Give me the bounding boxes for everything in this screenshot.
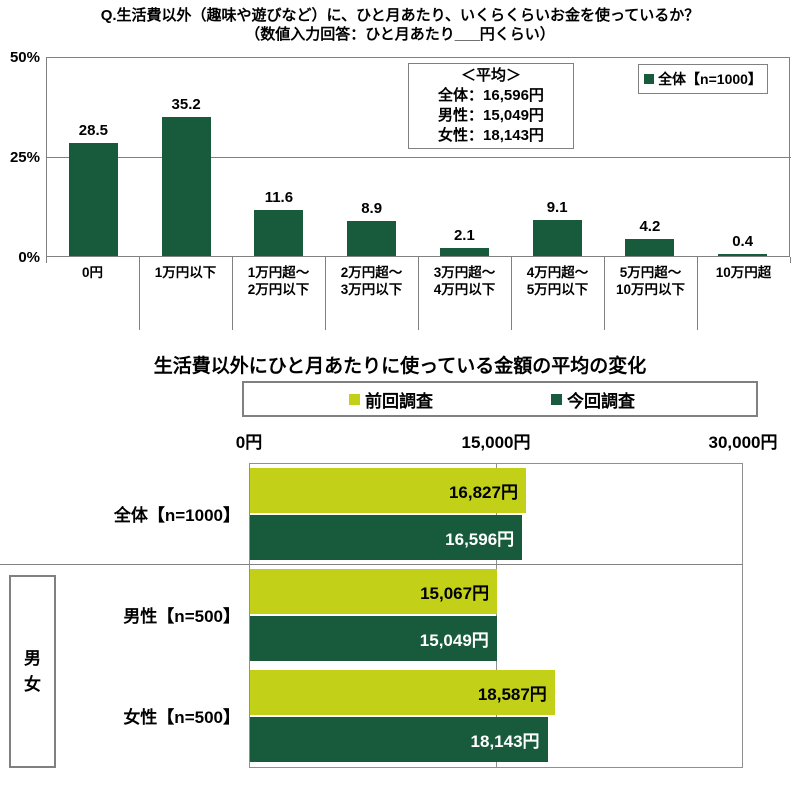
legend-item-previous-survey: 前回調査 <box>349 387 433 412</box>
bar-value-label: 18,587円 <box>477 685 547 704</box>
category-separator <box>604 257 605 330</box>
top-chart-title-line2: （数値入力回答：ひと月あたり___円くらい） <box>245 26 555 43</box>
bottom-chart-row-labels: 全体【n=1000】男性【n=500】 女性【n=500】 <box>0 463 240 768</box>
bar-value-label: 9.1 <box>546 198 568 216</box>
axis-edge-tick <box>46 257 47 263</box>
category-separator <box>325 257 326 330</box>
top-chart-axis-ticks <box>46 257 791 332</box>
x-axis-label-4万円超～5万円以下: 4万円超～ 5万円以下 <box>526 265 589 297</box>
row-label-男性【n=500】: 男性【n=500】 <box>123 607 240 626</box>
average-female: 女性：18,143円 <box>438 127 544 144</box>
bar-4万円超～5万円以下 <box>532 219 582 256</box>
bar-value-label: 15,067円 <box>420 584 490 603</box>
top-chart-title: Q.生活費以外（趣味や遊びなど）に、ひと月あたり、いくらくらいお金を使っているか… <box>0 6 800 44</box>
category-separator <box>232 257 233 330</box>
top-chart-x-axis-labels: 0円 1万円以下 1万円超～ 2万円以下 2万円超～ 3万円以下 3万円超～ 4万円以下 4万円… <box>46 264 790 324</box>
row-label-全体【n=1000】: 全体【n=1000】 <box>113 506 240 525</box>
legend-label-previous: 前回調査 <box>365 391 433 411</box>
bar-前回調査-男性【n=500】: 15,067円 <box>250 569 498 614</box>
bar-value-label: 11.6 <box>264 189 294 207</box>
legend-label-total: 全体【n=1000】 <box>658 71 762 87</box>
gridline-25pct <box>47 157 791 158</box>
bar-2万円超～3万円以下 <box>347 220 397 256</box>
x-axis-label-3万円超～4万円以下: 3万円超～ 4万円以下 <box>433 265 496 297</box>
axis-edge-tick <box>790 257 791 263</box>
average-total: 全体：16,596円 <box>438 87 544 104</box>
gender-group-char: 女 <box>24 674 41 694</box>
group-separator-line <box>0 564 743 565</box>
gender-group-char: 男 <box>24 648 41 668</box>
bar-value-label: 16,827円 <box>448 483 518 502</box>
bottom-chart-legend: 前回調査 今回調査 <box>242 381 758 417</box>
bar-value-label: 0.4 <box>732 233 754 250</box>
bar-value-label: 8.9 <box>361 199 383 217</box>
average-male: 男性：15,049円 <box>438 107 544 124</box>
bar-3万円超～4万円以下 <box>439 247 489 256</box>
x-axis-label-0円: 0円 <box>81 265 103 280</box>
bar-0円 <box>68 143 118 256</box>
bar-前回調査-全体【n=1000】: 16,827円 <box>250 468 526 513</box>
bottom-chart-title: 生活費以外にひと月あたりに使っている金額の平均の変化 <box>153 356 647 377</box>
x-axis-label-1万円超～2万円以下: 1万円超～ 2万円以下 <box>247 265 310 297</box>
gridline-15000yen <box>496 464 497 767</box>
bar-前回調査-女性【n=500】: 18,587円 <box>250 670 555 715</box>
y-axis-tick-50: 50% <box>9 49 40 66</box>
average-box: ＜平均＞ 全体：16,596円 男性：15,049円 女性：18,143円 <box>408 63 574 149</box>
legend-label-current: 今回調査 <box>567 391 635 411</box>
category-separator <box>511 257 512 330</box>
x-axis-tick-30000: 30,000円 <box>708 433 778 452</box>
bar-value-label: 18,143円 <box>470 732 540 751</box>
bar-value-label: 28.5 <box>78 122 108 140</box>
category-separator <box>418 257 419 330</box>
x-axis-tick-15000: 15,000円 <box>461 433 531 452</box>
bar-value-label: 15,049円 <box>419 631 489 650</box>
x-axis-label-5万円超～10万円以下: 5万円超～ 10万円以下 <box>615 265 686 297</box>
bar-value-label: 35.2 <box>171 95 201 113</box>
average-box-title: ＜平均＞ <box>460 67 521 84</box>
category-separator <box>139 257 140 330</box>
legend-swatch-previous-icon <box>349 393 360 405</box>
x-axis-label-2万円超～3万円以下: 2万円超～ 3万円以下 <box>340 265 403 297</box>
bar-value-label: 16,596円 <box>445 530 515 549</box>
bar-value-label: 2.1 <box>453 226 475 244</box>
x-axis-tick-0: 0円 <box>235 433 263 452</box>
y-axis-tick-0: 0% <box>18 249 40 266</box>
bottom-chart-plot-area: 16,827円 16,596円 15,067円 15,049円 18,587円 18,14… <box>249 463 743 768</box>
gender-group-box: 男女 <box>9 575 56 768</box>
x-axis-label-1万円以下: 1万円以下 <box>154 265 217 280</box>
x-axis-label-10万円超: 10万円超 <box>715 265 772 280</box>
bar-1万円超～2万円以下 <box>254 210 304 256</box>
bar-今回調査-男性【n=500】: 15,049円 <box>250 616 497 661</box>
legend-swatch-total-icon <box>644 74 655 84</box>
bar-今回調査-女性【n=500】: 18,143円 <box>250 717 548 762</box>
bar-今回調査-全体【n=1000】: 16,596円 <box>250 515 523 560</box>
legend-swatch-current-icon <box>551 393 562 405</box>
bar-value-label: 4.2 <box>639 218 661 236</box>
bar-1万円以下 <box>161 116 211 256</box>
top-chart-title-line1: Q.生活費以外（趣味や遊びなど）に、ひと月あたり、いくらくらいお金を使っているか… <box>100 7 700 24</box>
top-chart-legend: 全体【n=1000】 <box>638 64 768 94</box>
row-label-女性【n=500】: 女性【n=500】 <box>123 708 240 727</box>
category-separator <box>697 257 698 330</box>
bar-5万円超～10万円以下 <box>625 239 675 256</box>
legend-item-current-survey: 今回調査 <box>551 387 635 412</box>
bar-10万円超 <box>718 254 768 256</box>
y-axis-tick-25: 25% <box>9 149 40 166</box>
